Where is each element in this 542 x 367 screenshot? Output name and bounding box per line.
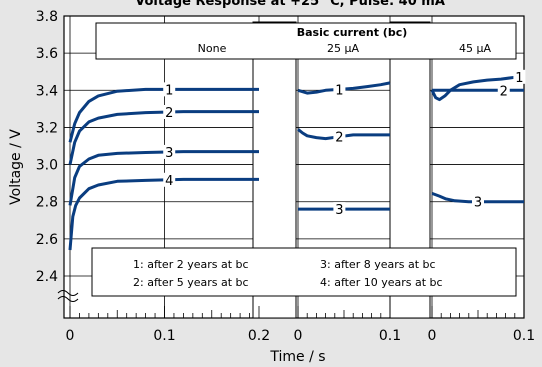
series-label-bg xyxy=(163,172,176,187)
series-label-bg xyxy=(472,194,484,209)
legend-box-title: Basic current (bc) xyxy=(297,26,408,39)
x-tick-label: 0.1 xyxy=(513,328,535,344)
series-label-bg xyxy=(333,202,346,217)
y-axis-label: Voltage / V xyxy=(8,129,24,205)
legend-box: Basic current (bc) None 25 µA 45 µA xyxy=(95,22,517,60)
y-tick-label: 3.0 xyxy=(36,158,58,174)
x-axis-label: Time / s xyxy=(269,349,325,365)
axes: 2.4 2.6 2.8 3.0 3.2 3.4 3.6 3.8 0 0.1 0.2 0 0.1 0 0.1 xyxy=(36,9,535,344)
legend-column-45ua: 45 µA xyxy=(459,42,491,55)
series-label-2: 2 xyxy=(165,106,173,121)
y-tick-label: 2.6 xyxy=(36,232,58,248)
series-label-bg xyxy=(513,69,526,84)
key-box-frame xyxy=(91,247,517,297)
legend-box-frame xyxy=(95,22,517,60)
series-label-bg xyxy=(163,144,176,159)
x-tick-label: 0.1 xyxy=(153,328,175,344)
y-tick-label: 2.8 xyxy=(36,195,58,211)
series-line-3 xyxy=(431,191,524,204)
series-label-bg xyxy=(163,104,176,119)
series-line-2 xyxy=(297,128,390,141)
series-label-bg xyxy=(333,129,346,144)
chart-title: Voltage Response at +25 °C, Pulse: 40 mA xyxy=(135,0,445,9)
series-label-4: 4 xyxy=(165,174,173,189)
y-tick-label: 3.4 xyxy=(36,83,58,99)
series-label-1: 1 xyxy=(165,83,173,98)
series-label-1: 1 xyxy=(335,83,343,98)
y-tick-label: 3.6 xyxy=(36,46,58,62)
y-tick-label: 3.2 xyxy=(36,120,58,136)
x-tick-label: 0.2 xyxy=(248,328,270,344)
axis-break-mark xyxy=(57,290,79,302)
x-tick-label: 0 xyxy=(66,328,75,344)
legend-column-none: None xyxy=(198,42,227,55)
key-box: 1: after 2 years at bc 2: after 5 years … xyxy=(91,247,517,297)
y-tick-label: 2.4 xyxy=(36,269,58,285)
key-entry-4: 4: after 10 years at bc xyxy=(320,276,443,289)
series-line-1 xyxy=(430,74,525,102)
series-label-bg xyxy=(163,82,176,97)
key-entry-2: 2: after 5 years at bc xyxy=(133,276,249,289)
y-tick-label: 3.8 xyxy=(36,9,58,25)
series-label-3: 3 xyxy=(165,146,173,161)
x-tick-label: 0 xyxy=(294,328,303,344)
series-label-bg xyxy=(497,83,510,98)
series-label-3: 3 xyxy=(474,196,482,211)
key-entry-1: 1: after 2 years at bc xyxy=(133,258,249,271)
series-label-1: 1 xyxy=(515,71,523,86)
key-entry-3: 3: after 8 years at bc xyxy=(320,258,436,271)
series-label-3: 3 xyxy=(335,203,343,218)
series-label-bg xyxy=(333,82,346,97)
series-label-2: 2 xyxy=(335,131,343,146)
series-label-2: 2 xyxy=(500,84,508,99)
legend-column-25ua: 25 µA xyxy=(327,42,359,55)
x-tick-label: 0 xyxy=(428,328,437,344)
x-tick-label: 0.1 xyxy=(379,328,401,344)
